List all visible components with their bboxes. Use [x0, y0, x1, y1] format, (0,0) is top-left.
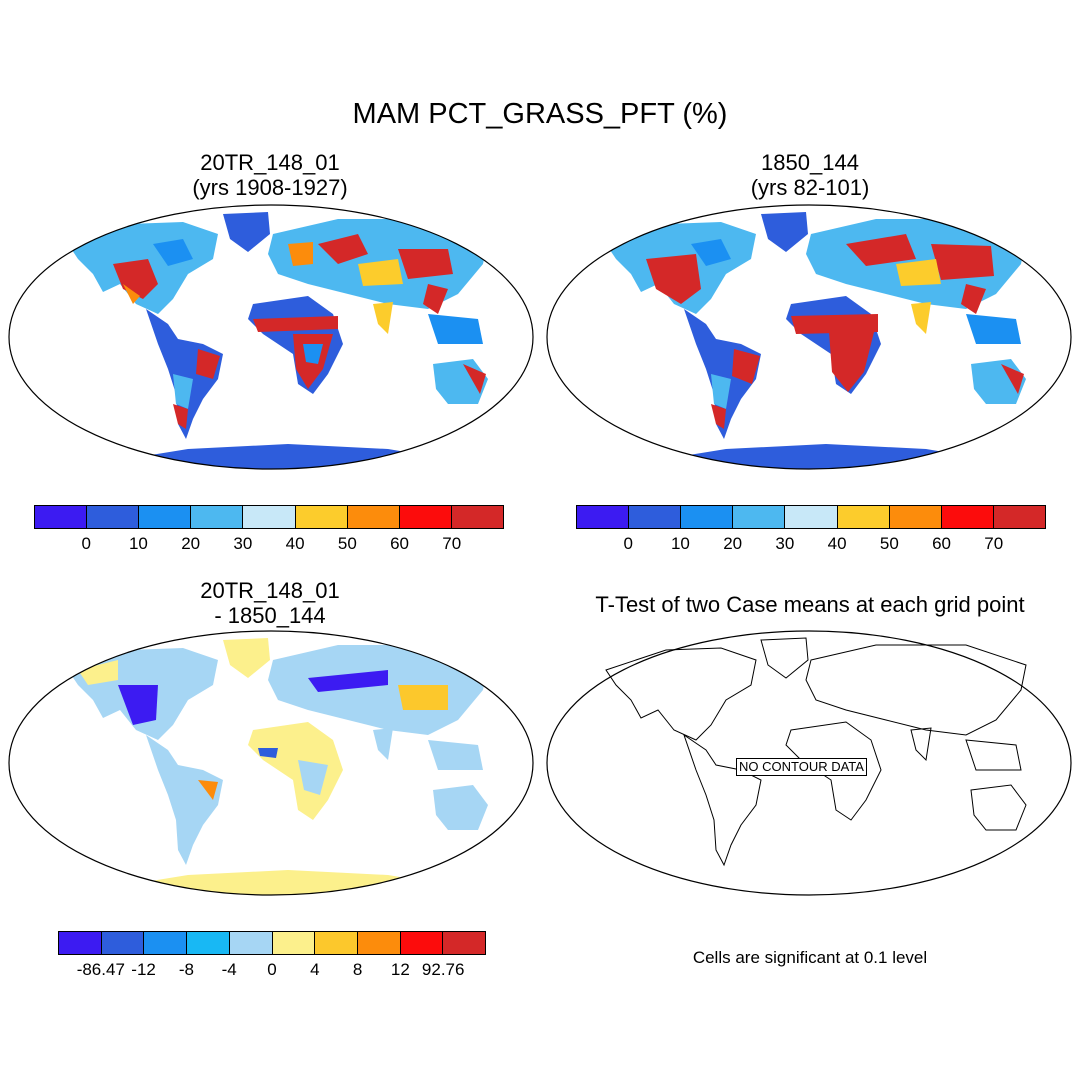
colorbar-tick-label: 70: [442, 534, 462, 553]
colorbar-swatch: [143, 931, 188, 955]
colorbar-tick-label: 12: [390, 960, 410, 979]
colorbar-tick-label: 20: [181, 534, 201, 553]
colorbar-swatch: [732, 505, 786, 529]
colorbar-tick-label: 50: [879, 534, 899, 553]
colorbar-tick-label: 92.76: [421, 960, 465, 979]
colorbar-swatch: [940, 505, 994, 529]
panel-title-line1: 20TR_148_01: [200, 578, 340, 603]
colorbar-swatch: [58, 931, 102, 955]
colorbar-swatch: [836, 505, 890, 529]
colorbar-swatch: [784, 505, 838, 529]
colorbar-tick-label: 4: [310, 960, 320, 979]
colorbar-tick-label: 0: [267, 960, 277, 979]
panel-title-line1: 20TR_148_01: [200, 150, 340, 175]
colorbar-swatch: [346, 505, 400, 529]
colorbar-swatch: [228, 931, 273, 955]
colorbar-swatch: [888, 505, 942, 529]
colorbar-tick-label: 50: [337, 534, 357, 553]
panel-title-line2: - 1850_144: [214, 603, 326, 628]
colorbar-swatch: [680, 505, 734, 529]
colorbar-tick-label: 0: [81, 534, 91, 553]
main-title: MAM PCT_GRASS_PFT (%): [352, 98, 728, 130]
colorbar-top-right: [576, 505, 1046, 529]
colorbar-tick-label: 40: [285, 534, 305, 553]
colorbar-tick-label: 60: [932, 534, 952, 553]
colorbar-swatch: [100, 931, 145, 955]
colorbar-tick-label: -4: [221, 960, 237, 979]
colorbar-tick-label: 10: [128, 534, 148, 553]
panel-title-bottom-left: 20TR_148_01 - 1850_144: [130, 578, 410, 628]
panel-title-top-right: 1850_144 (yrs 82-101): [670, 150, 950, 200]
colorbar-swatch: [314, 931, 358, 955]
colorbar-swatch: [356, 931, 401, 955]
colorbar-tick-label: 30: [233, 534, 253, 553]
colorbar-tick-label: 0: [623, 534, 633, 553]
colorbar-tick-label: 60: [390, 534, 410, 553]
colorbar-tick-label: 70: [984, 534, 1004, 553]
colorbar-swatch: [242, 505, 296, 529]
panel-title-top-left: 20TR_148_01 (yrs 1908-1927): [130, 150, 410, 200]
no-contour-data-label: NO CONTOUR DATA: [736, 758, 867, 776]
colorbar-swatch: [576, 505, 630, 529]
panel-title-line1: 1850_144: [761, 150, 859, 175]
colorbar-swatch: [442, 931, 487, 955]
panel-title-line2: (yrs 82-101): [750, 175, 870, 200]
colorbar-swatch: [294, 505, 348, 529]
colorbar-top-left: [34, 505, 504, 529]
colorbar-tick-label: 10: [670, 534, 690, 553]
map-top-right: [546, 204, 1072, 470]
colorbar-swatch: [399, 931, 444, 955]
colorbar-swatch: [398, 505, 452, 529]
panel-title-line2: (yrs 1908-1927): [192, 175, 348, 200]
colorbar-swatch: [186, 931, 230, 955]
significance-note: Cells are significant at 0.1 level: [692, 948, 928, 967]
colorbar-tick-label: -8: [178, 960, 194, 979]
coastlines: [605, 637, 1027, 867]
colorbar-swatch: [34, 505, 88, 529]
colorbar-swatch: [138, 505, 192, 529]
colorbar-tick-label: 30: [775, 534, 795, 553]
panel-title-bottom-right: T-Test of two Case means at each grid po…: [595, 592, 1025, 617]
colorbar-tick-label: -12: [131, 960, 156, 979]
colorbar-swatch: [628, 505, 682, 529]
colorbar-swatch: [992, 505, 1046, 529]
colorbar-swatch: [450, 505, 504, 529]
colorbar-tick-label: -86.47: [76, 960, 125, 979]
colorbar-tick-label: 8: [352, 960, 363, 979]
map-top-left: [8, 204, 534, 470]
colorbar-bottom-left: [58, 931, 487, 955]
colorbar-swatch: [190, 505, 244, 529]
colorbar-swatch: [271, 931, 316, 955]
colorbar-swatch: [86, 505, 140, 529]
map-bottom-left: [8, 630, 534, 896]
colorbar-tick-label: 20: [723, 534, 743, 553]
colorbar-tick-label: 40: [827, 534, 847, 553]
